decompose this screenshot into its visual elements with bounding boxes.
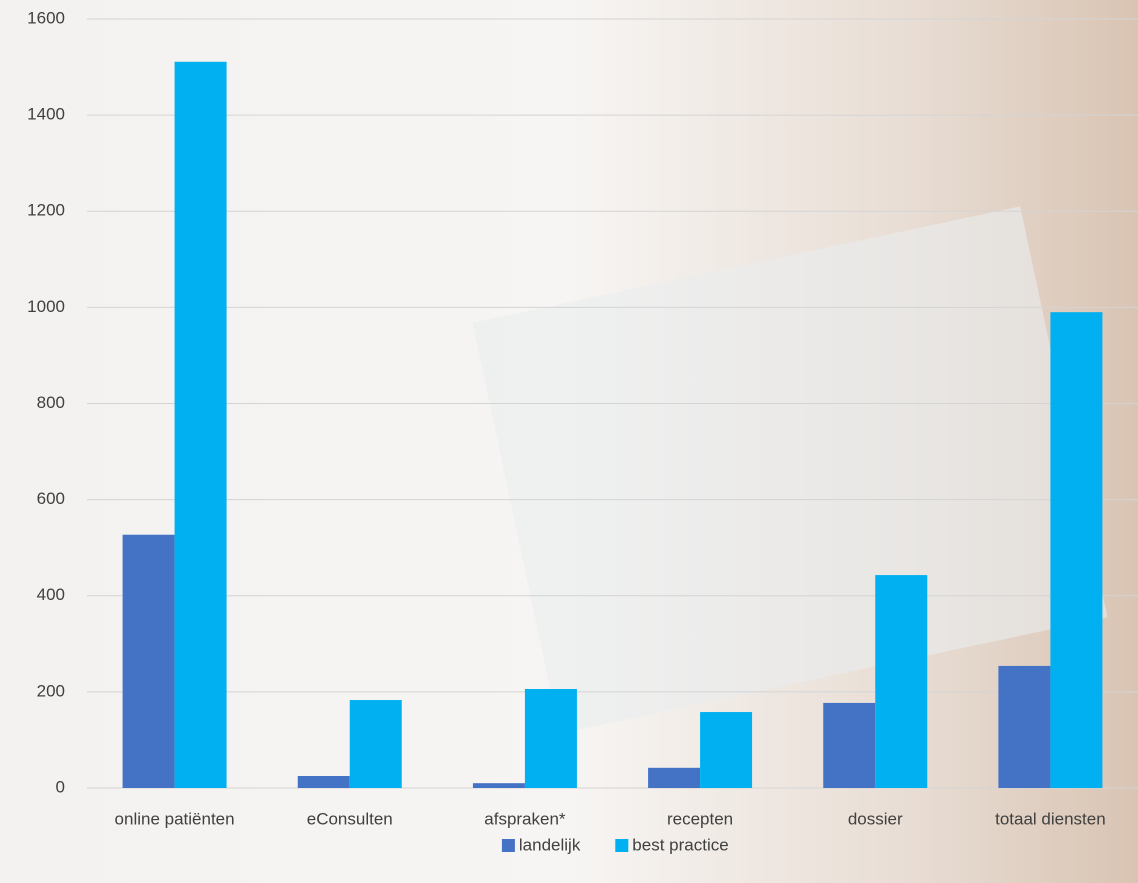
bar (349, 700, 402, 788)
x-tick-label: eConsulten (307, 809, 393, 828)
bar (174, 61, 227, 788)
y-tick-label: 200 (37, 681, 65, 700)
y-tick-label: 800 (37, 393, 65, 412)
y-tick-label: 1400 (27, 105, 65, 124)
legend-swatch (615, 839, 629, 852)
y-tick-label: 400 (37, 585, 65, 604)
y-tick-label: 1000 (27, 297, 65, 316)
legend-swatch (501, 839, 515, 852)
bar (875, 575, 928, 788)
x-tick-label: online patiënten (115, 809, 235, 828)
legend-label: landelijk (519, 835, 581, 854)
bar (823, 702, 876, 788)
x-tick-label: dossier (848, 809, 903, 828)
y-tick-label: 1200 (27, 201, 65, 220)
x-tick-label: totaal diensten (995, 809, 1106, 828)
bar (472, 783, 525, 788)
background-tablet (472, 206, 1108, 734)
x-tick-label: recepten (667, 809, 733, 828)
bar (1050, 312, 1103, 788)
bar (648, 767, 701, 788)
y-tick-label: 1600 (27, 8, 65, 27)
x-tick-label: afspraken* (484, 809, 566, 828)
bar (700, 712, 753, 788)
legend-label: best practice (632, 835, 728, 854)
bar (524, 688, 577, 788)
y-tick-label: 0 (56, 777, 65, 796)
bar (122, 534, 175, 788)
bar (297, 775, 350, 788)
bar (998, 665, 1051, 788)
y-tick-label: 600 (37, 489, 65, 508)
